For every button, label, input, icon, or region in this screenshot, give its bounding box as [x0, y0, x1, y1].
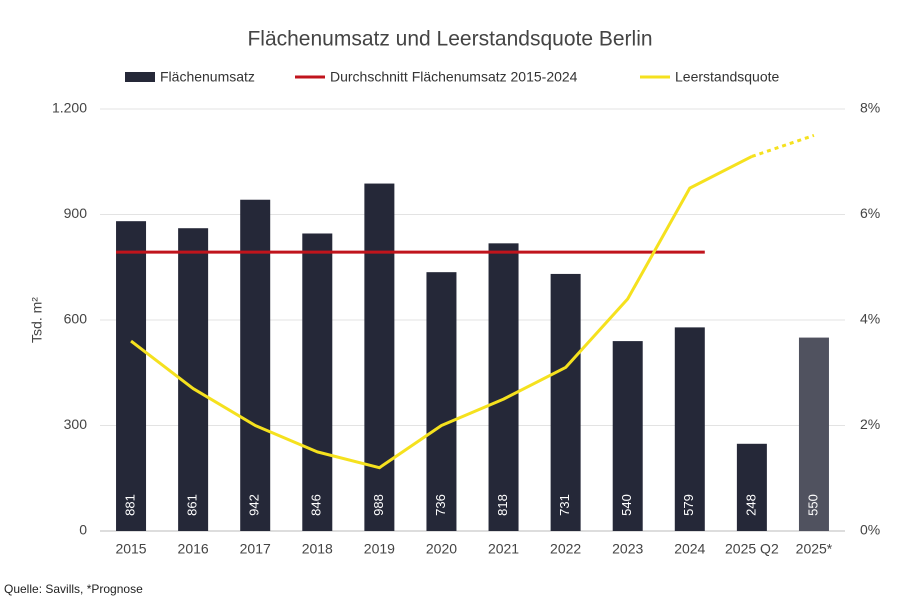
x-tick-label: 2018: [302, 541, 333, 557]
x-tick-label: 2022: [550, 541, 581, 557]
x-tick-label: 2019: [364, 541, 395, 557]
x-tick-label: 2025 Q2: [725, 541, 779, 557]
x-tick-label: 2021: [488, 541, 519, 557]
bar: [426, 272, 457, 531]
vacancy-forecast: [751, 133, 815, 158]
value-label: 988: [371, 494, 386, 516]
value-label: 579: [681, 494, 696, 516]
x-tick-label: 2015: [115, 541, 146, 557]
bar: [240, 199, 271, 532]
value-label: 818: [495, 494, 510, 516]
x-tick-label: 2025*: [796, 541, 833, 557]
y2-tick-label: 6%: [860, 205, 880, 221]
value-label: 736: [433, 494, 448, 516]
x-tick-label: 2023: [612, 541, 643, 557]
bar: [736, 443, 767, 531]
legend-swatch: [125, 72, 155, 82]
bar: [364, 183, 395, 531]
y-tick-label: 600: [64, 311, 88, 327]
y2-tick-label: 0%: [860, 522, 880, 538]
y-tick-label: 1.200: [52, 100, 87, 116]
value-label: 942: [247, 494, 262, 516]
y-axis-label: Tsd. m²: [29, 297, 45, 343]
y2-tick-label: 2%: [860, 416, 880, 432]
value-label: 550: [805, 494, 820, 516]
value-label: 861: [185, 494, 200, 516]
bar: [488, 243, 519, 531]
y-tick-label: 0: [79, 522, 87, 538]
value-label: 846: [309, 494, 324, 516]
legend-label: Leerstandsquote: [675, 69, 780, 85]
value-label: 248: [743, 494, 758, 516]
x-tick-label: 2024: [674, 541, 705, 557]
value-label: 881: [122, 494, 137, 516]
bar: [550, 273, 581, 531]
y-tick-label: 300: [64, 416, 88, 432]
source-note: Quelle: Savills, *Prognose: [4, 582, 143, 596]
vacancy-line: [130, 155, 753, 470]
x-tick-label: 2020: [426, 541, 457, 557]
x-tick-label: 2016: [178, 541, 209, 557]
bar: [302, 233, 333, 532]
bar: [116, 221, 147, 531]
bar: [798, 337, 829, 531]
legend-label: Durchschnitt Flächenumsatz 2015-2024: [330, 69, 578, 85]
bar: [674, 327, 705, 531]
x-tick-label: 2017: [240, 541, 271, 557]
y2-tick-label: 8%: [860, 100, 880, 116]
legend-label: Flächenumsatz: [160, 69, 255, 85]
chart-title: Flächenumsatz und Leerstandsquote Berlin: [247, 28, 652, 51]
bar: [612, 341, 643, 531]
value-label: 731: [557, 494, 572, 516]
y-tick-label: 900: [64, 205, 88, 221]
y2-tick-label: 4%: [860, 311, 880, 327]
value-label: 540: [619, 494, 634, 516]
